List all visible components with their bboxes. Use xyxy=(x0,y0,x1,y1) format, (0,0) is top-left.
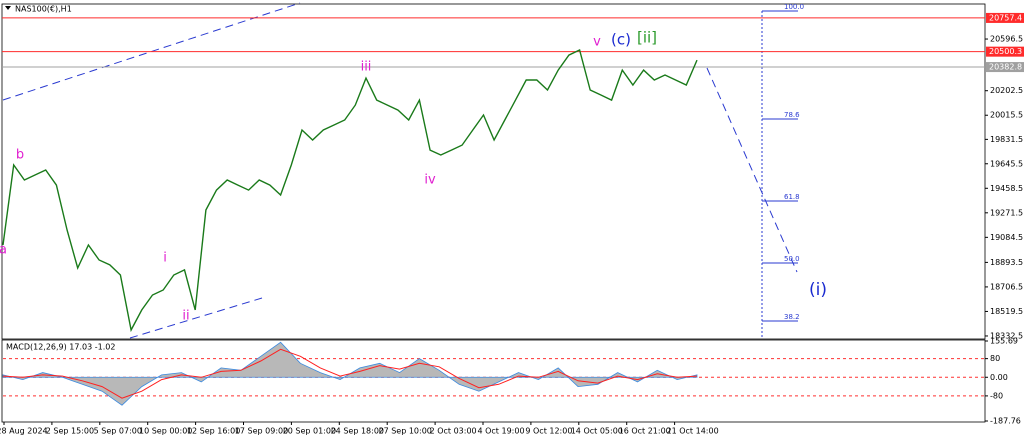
y-tick-label: 19831.5 xyxy=(990,135,1023,144)
wave-label: a xyxy=(0,243,7,258)
fib-label: 78.6 xyxy=(784,111,800,119)
price-level-label: 20757.4 xyxy=(989,13,1022,22)
price-level-tag xyxy=(986,46,1024,57)
chart-title: NAS100(€),H1 xyxy=(15,5,72,14)
wave-label: iii xyxy=(361,60,372,75)
price-line xyxy=(2,49,698,333)
y-tick-label: 20015.5 xyxy=(990,111,1023,120)
y-tick-label: 18893.5 xyxy=(990,258,1023,267)
macd-tick-label: 155.69 xyxy=(990,337,1018,346)
y-tick-label: 20596.5 xyxy=(990,35,1023,44)
x-tick-label: 12 Sep 16:00 xyxy=(187,427,240,436)
y-tick-label: 18706.5 xyxy=(990,282,1023,291)
x-tick-label: 14 Oct 05:00 xyxy=(571,427,623,436)
channel-line xyxy=(129,297,263,339)
x-tick-label: 2 Sep 15:00 xyxy=(46,427,94,436)
y-tick-label: 18332.5 xyxy=(990,331,1023,340)
x-tick-label: 2 Oct 03:00 xyxy=(430,427,477,436)
macd-signal xyxy=(2,348,698,399)
wave-label: (c) xyxy=(611,31,631,49)
y-tick-label: 19271.5 xyxy=(990,208,1023,217)
price-level-label: 20500.3 xyxy=(989,47,1022,56)
fib-label: 50.0 xyxy=(784,255,800,263)
price-frame xyxy=(1,3,986,340)
macd-tick-label: 80 xyxy=(990,354,1000,363)
macd-tick-label: -80 xyxy=(990,391,1003,400)
wave-label: v xyxy=(593,35,601,50)
fib-label: 100.0 xyxy=(784,3,804,11)
x-tick-label: 9 Oct 12:00 xyxy=(525,427,572,436)
menu-triangle xyxy=(5,6,11,10)
x-tick-label: 17 Sep 09:00 xyxy=(235,427,288,436)
x-tick-label: 4 Oct 19:00 xyxy=(477,427,524,436)
x-tick-label: 20 Sep 01:00 xyxy=(283,427,336,436)
price-level-tag xyxy=(986,62,1024,73)
y-tick-label: 20202.5 xyxy=(990,86,1023,95)
macd-tick-label: -187.76 xyxy=(990,417,1021,426)
x-tick-label: 10 Sep 00:00 xyxy=(139,427,192,436)
x-tick-label: 27 Sep 10:00 xyxy=(378,427,431,436)
x-tick-label: 24 Sep 18:00 xyxy=(331,427,384,436)
y-tick-label: 18519.5 xyxy=(990,307,1023,316)
x-tick-label: 21 Oct 14:00 xyxy=(667,427,719,436)
price-level-tag xyxy=(986,12,1024,23)
wave-label: [ii] xyxy=(637,29,657,47)
macd-title: MACD(12,26,9) 17.03 -1.02 xyxy=(6,343,115,352)
y-tick-label: 19458.5 xyxy=(990,184,1023,193)
wave-label: ii xyxy=(182,309,189,324)
y-tick-label: 19645.5 xyxy=(990,159,1023,168)
price-level-label: 20382.8 xyxy=(989,63,1022,72)
x-tick-label: 5 Sep 07:00 xyxy=(94,427,142,436)
wave-label: i xyxy=(163,251,167,266)
y-tick-label: 19084.5 xyxy=(990,233,1023,242)
x-tick-label: 16 Oct 21:00 xyxy=(619,427,671,436)
wave-label: iv xyxy=(424,173,436,188)
macd-frame xyxy=(1,339,986,423)
macd-tick-label: 0.00 xyxy=(990,373,1008,382)
fib-label: 38.2 xyxy=(784,313,800,321)
fib-label: 61.8 xyxy=(784,193,800,201)
wave-label: (i) xyxy=(809,280,827,300)
x-tick-label: 28 Aug 2024 xyxy=(0,427,48,436)
wave-label: b xyxy=(16,148,24,163)
projection-line xyxy=(706,67,798,273)
